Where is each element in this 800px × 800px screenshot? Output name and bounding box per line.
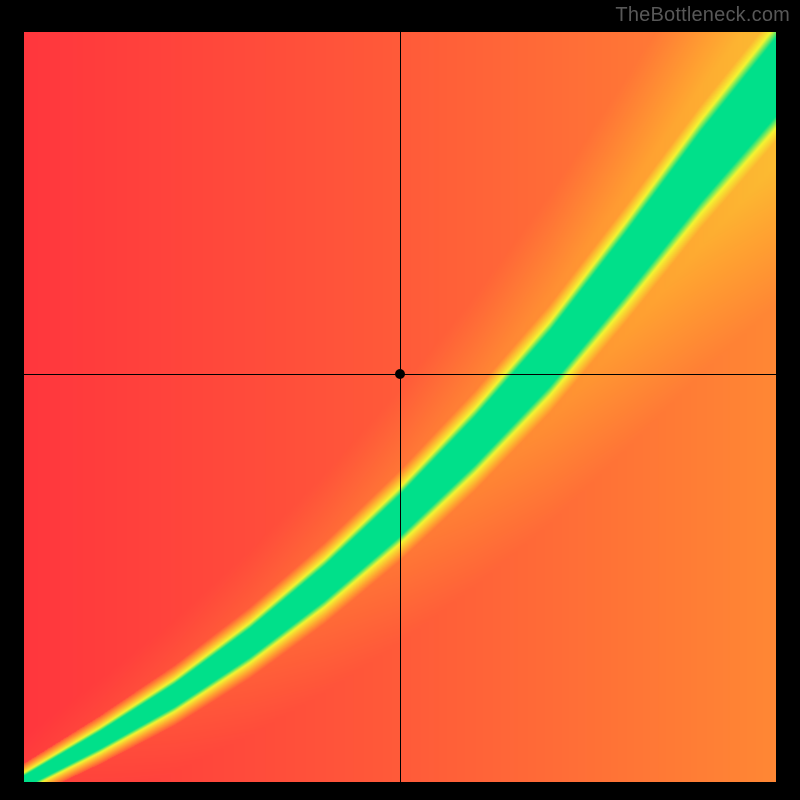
chart-container: TheBottleneck.com: [0, 0, 800, 800]
crosshair-vertical: [400, 32, 401, 782]
attribution-label: TheBottleneck.com: [615, 4, 790, 27]
selection-marker: [395, 369, 405, 379]
plot-frame: [24, 32, 776, 782]
